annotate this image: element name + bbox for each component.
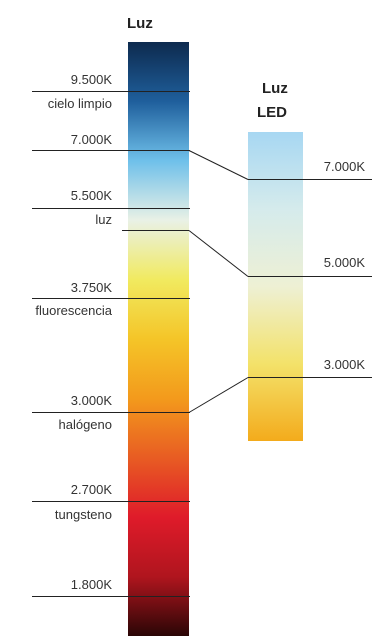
tick-line-2700 — [32, 501, 190, 502]
tick-line-7000 — [32, 150, 190, 151]
main-source-cielo-limpio: cielo limpio — [47, 96, 112, 111]
main-kelvin-1800: 1.800K — [70, 577, 112, 592]
main-kelvin-9500: 9.500K — [70, 72, 112, 87]
main-bar-title: Luz — [127, 15, 153, 32]
tick-line-3750 — [32, 298, 190, 299]
main-kelvin-7000: 7.000K — [70, 132, 112, 147]
main-source-fluorescencia: fluorescencia — [35, 303, 112, 318]
led-bar-title-line1: Luz — [262, 80, 288, 97]
tick-line-1800 — [32, 596, 190, 597]
main-kelvin-5500: 5.500K — [70, 188, 112, 203]
connector-3000 — [188, 377, 249, 413]
main-source-tungsteno: tungsteno — [54, 507, 112, 522]
connector-5500-to-5000 — [188, 230, 249, 277]
main-temperature-bar — [128, 42, 189, 636]
tick-line-3000 — [32, 412, 190, 413]
led-kelvin-7000: 7.000K — [323, 159, 365, 174]
led-tick-line-7000 — [248, 179, 372, 180]
main-source-luz: luz — [95, 212, 112, 227]
led-kelvin-3000: 3.000K — [323, 357, 365, 372]
connector-7000 — [188, 150, 249, 180]
main-kelvin-2700: 2.700K — [70, 482, 112, 497]
led-tick-line-3000 — [248, 377, 372, 378]
led-tick-line-5000 — [248, 276, 372, 277]
led-kelvin-5000: 5.000K — [323, 255, 365, 270]
main-kelvin-3750: 3.750K — [70, 280, 112, 295]
led-temperature-bar — [248, 132, 303, 441]
main-source-halogeno: halógeno — [58, 417, 113, 432]
tick-line-5500 — [32, 208, 190, 209]
main-kelvin-3000: 3.000K — [70, 393, 112, 408]
tick-line-9500 — [32, 91, 190, 92]
led-bar-title-line2: LED — [257, 104, 287, 121]
